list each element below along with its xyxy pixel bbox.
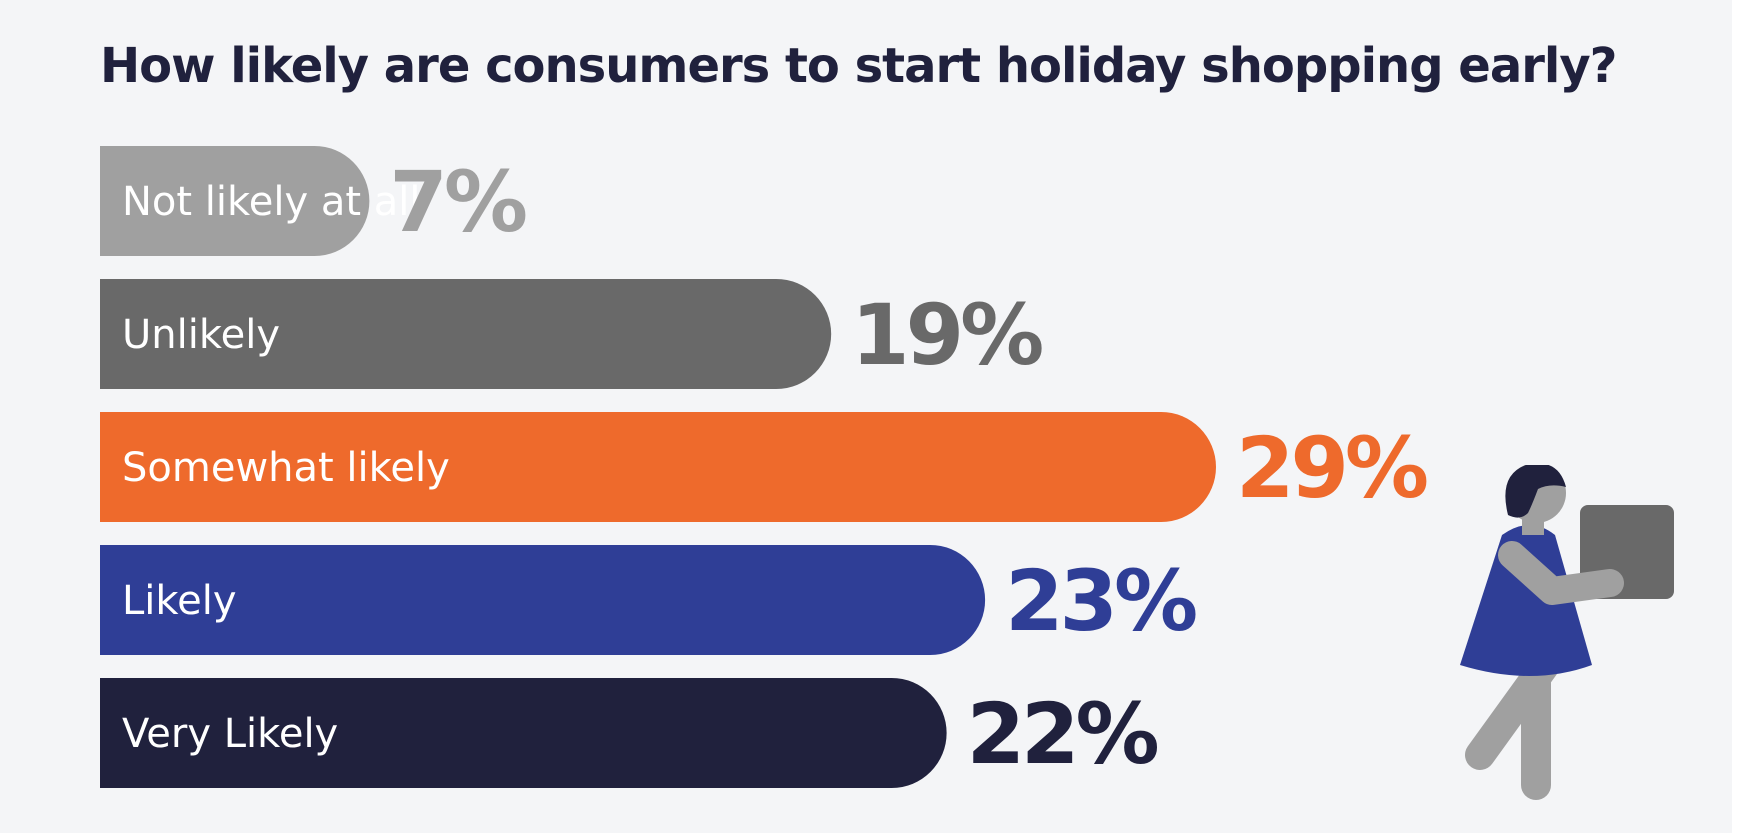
page-edge [1732, 0, 1750, 833]
woman-carrying-box-icon [1460, 465, 1674, 800]
category-label: Very Likely [122, 711, 338, 757]
bar-2 [100, 412, 1216, 522]
bar-3 [100, 545, 986, 655]
value-label: 29% [1236, 419, 1427, 517]
category-label: Somewhat likely [122, 445, 450, 491]
category-label: Not likely at all [122, 179, 421, 225]
value-label: 23% [1005, 552, 1196, 650]
bar-1 [100, 279, 832, 389]
category-label: Unlikely [122, 312, 280, 358]
value-label: 22% [967, 685, 1158, 783]
value-label: 7% [389, 153, 525, 251]
chart-title: How likely are consumers to start holida… [100, 38, 1617, 94]
bar-0 [100, 146, 370, 256]
category-label: Likely [122, 578, 237, 624]
value-label: 19% [851, 286, 1042, 384]
bar-4 [100, 678, 947, 788]
